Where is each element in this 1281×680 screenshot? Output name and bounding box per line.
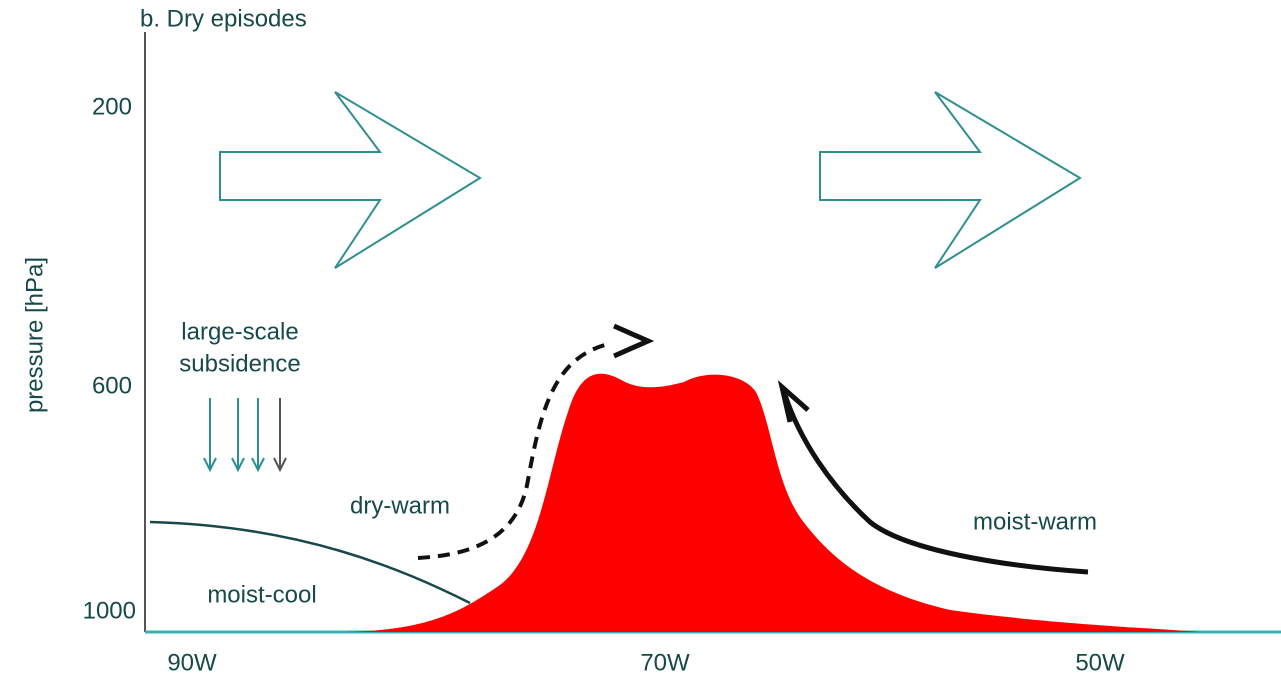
y-tick-label: 1000 [83, 597, 136, 624]
diagram: b. Dry episodes pressure [hPa] 200 600 1… [0, 0, 1281, 680]
annotation: dry-warm [350, 492, 450, 519]
x-tick-label: 70W [640, 649, 690, 676]
page: b. Dry episodes pressure [hPa] 200 600 1… [0, 0, 1281, 680]
annotation: subsidence [179, 350, 300, 377]
annotation: moist-cool [207, 581, 316, 608]
y-axis-label: pressure [hPa] [21, 257, 48, 413]
annotation: moist-warm [973, 508, 1097, 535]
x-tick-label: 50W [1075, 649, 1125, 676]
x-tick-label: 90W [167, 649, 217, 676]
y-tick-label: 600 [92, 372, 132, 399]
annotation: large-scale [181, 318, 298, 345]
y-tick-label: 200 [92, 93, 132, 120]
title: b. Dry episodes [140, 5, 307, 32]
